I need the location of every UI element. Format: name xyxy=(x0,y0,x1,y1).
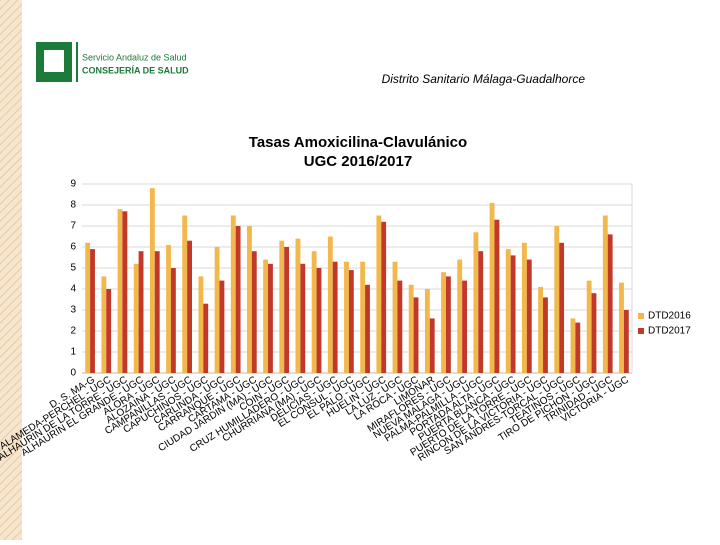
bar xyxy=(149,188,155,373)
bar xyxy=(203,303,209,373)
bar xyxy=(214,247,220,373)
bar xyxy=(344,261,349,373)
y-tick-label: 6 xyxy=(70,242,76,253)
bar xyxy=(575,322,581,373)
bar xyxy=(586,280,592,373)
bar xyxy=(623,310,629,373)
bar xyxy=(429,318,435,373)
bar xyxy=(462,280,467,373)
bar xyxy=(122,211,128,373)
bar xyxy=(360,261,366,373)
bar xyxy=(397,280,403,373)
bar xyxy=(602,215,608,373)
bar xyxy=(170,268,176,373)
y-tick-label: 0 xyxy=(70,368,76,379)
chart-title: UGC 2016/2017 xyxy=(304,153,412,170)
legend-swatch xyxy=(638,313,644,319)
bar xyxy=(413,297,419,373)
bar xyxy=(85,242,91,373)
bar xyxy=(327,236,333,373)
bar xyxy=(543,297,548,373)
bar xyxy=(251,251,257,373)
bar xyxy=(505,249,511,373)
y-tick-label: 5 xyxy=(70,263,76,274)
bar xyxy=(90,249,95,373)
bar xyxy=(284,247,290,373)
bar xyxy=(619,282,624,373)
bar xyxy=(591,293,597,373)
bar xyxy=(106,289,112,373)
bar xyxy=(247,226,252,373)
bar xyxy=(187,240,192,373)
bar xyxy=(607,234,613,373)
bar xyxy=(263,259,269,373)
bar xyxy=(494,219,500,373)
bar xyxy=(316,268,322,373)
bar xyxy=(441,272,446,373)
y-tick-label: 4 xyxy=(70,284,76,295)
org-name: Servicio Andaluz de Salud xyxy=(82,52,187,62)
bar xyxy=(311,251,317,373)
bar xyxy=(473,232,479,373)
bar xyxy=(392,261,398,373)
y-tick-label: 7 xyxy=(70,221,76,232)
bar xyxy=(381,221,387,373)
bar xyxy=(230,215,236,373)
side-strip xyxy=(0,0,22,540)
bar xyxy=(279,240,285,373)
bar xyxy=(268,263,273,373)
legend-swatch xyxy=(638,328,644,334)
logo xyxy=(36,42,78,82)
bar xyxy=(138,251,144,373)
bar xyxy=(510,255,516,373)
bar xyxy=(522,242,527,373)
district: Distrito Sanitario Málaga-Guadalhorce xyxy=(382,72,586,86)
y-tick-label: 9 xyxy=(70,179,76,190)
bar xyxy=(445,276,451,373)
bar xyxy=(117,209,123,373)
bar xyxy=(219,280,225,373)
bar xyxy=(348,270,354,373)
legend-label: DTD2017 xyxy=(648,326,691,337)
bar xyxy=(489,202,495,373)
bar xyxy=(559,242,565,373)
bar xyxy=(526,259,532,373)
bar xyxy=(133,263,139,373)
bar xyxy=(166,244,171,373)
bar xyxy=(198,276,204,373)
bar xyxy=(182,215,188,373)
bar xyxy=(235,226,241,373)
chart-title: Tasas Amoxicilina-Clavulánico xyxy=(249,134,467,151)
y-tick-label: 8 xyxy=(70,200,76,211)
y-tick-label: 3 xyxy=(70,305,76,316)
bar xyxy=(554,226,560,373)
bar xyxy=(478,251,484,373)
bar xyxy=(424,289,430,373)
legend-label: DTD2016 xyxy=(648,311,691,322)
bar xyxy=(332,261,338,373)
bar xyxy=(538,286,544,373)
bar xyxy=(101,276,107,373)
y-tick-label: 2 xyxy=(70,326,76,337)
bar xyxy=(365,284,370,373)
bar xyxy=(376,215,382,373)
bar xyxy=(295,238,301,373)
bar xyxy=(154,251,160,373)
bar xyxy=(408,284,414,373)
y-tick-label: 1 xyxy=(70,347,76,358)
dept-name: CONSEJERÍA DE SALUD xyxy=(82,65,189,75)
bar xyxy=(457,259,463,373)
bar xyxy=(570,318,576,373)
bar xyxy=(300,263,306,373)
